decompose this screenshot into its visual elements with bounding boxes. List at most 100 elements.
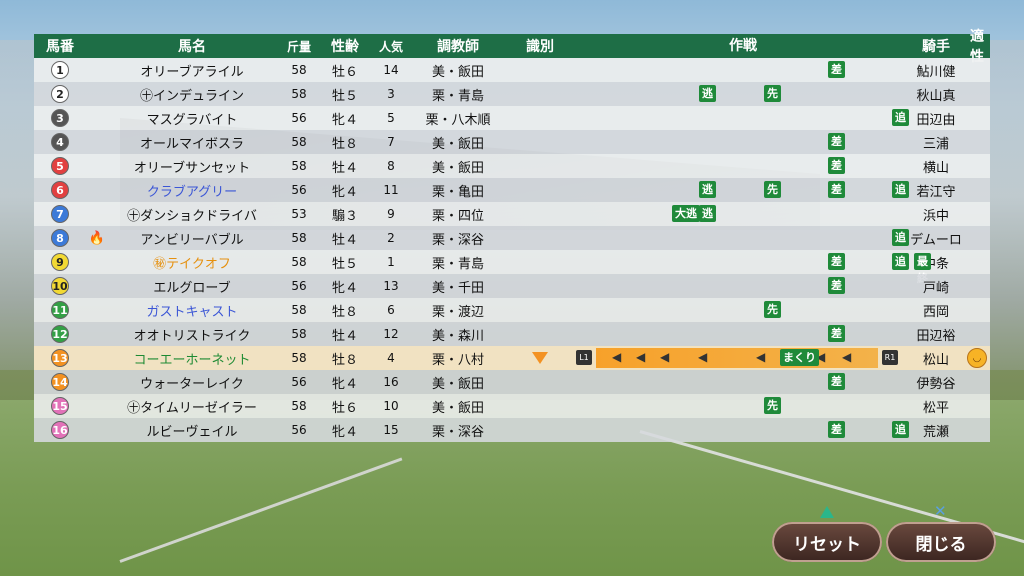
horse-name[interactable]: オリーブサンセット [133, 160, 251, 176]
horse-number-badge: 5 [51, 157, 69, 175]
identity-cell[interactable] [502, 352, 578, 364]
horse-number-badge: 1 [51, 61, 69, 79]
tactic-tag: 追 [892, 253, 909, 270]
tactics-cell[interactable]: 差 [578, 130, 908, 154]
horse-name[interactable]: オールマイボスラ [139, 136, 244, 152]
tactic-tag: 先 [764, 397, 781, 414]
jockey-value: 伊勢谷 [916, 376, 956, 392]
cross-button-icon: ✕ [934, 502, 947, 520]
weight-value: 53 [291, 207, 307, 221]
horse-number-badge: 13 [51, 349, 69, 367]
horse-name[interactable]: アンビリーバブル [140, 232, 244, 248]
table-row[interactable]: 13 コーエーホーネット 58 牡８ 4 栗・八村 L1 ◀ ◀ ◀ ◀ ◀ ◀ ◀ まくり R1 松山 ◡ [34, 346, 990, 370]
tactics-cell[interactable]: 逃先 [578, 82, 908, 106]
table-row[interactable]: 1 オリーブアライル 58 牡６ 14 美・飯田 差 鮎川健 [34, 58, 990, 82]
tactic-tag: 差 [828, 181, 845, 198]
sex-age-value: 牡４ [331, 160, 358, 176]
horse-entry-table: 馬番 馬名 斤量 性齢 人気 調教師 識別 作戦 騎手 適性 1 オリーブアライル… [34, 29, 990, 442]
header-jockey: 騎手 [922, 39, 950, 55]
header-name: 馬名 [178, 39, 206, 55]
tactics-cell[interactable]: 差 [578, 58, 908, 82]
tactics-cell[interactable]: 差 [578, 322, 908, 346]
table-row[interactable]: 16 ルビーヴェイル 56 牝４ 15 栗・深谷差追荒瀬 [34, 418, 990, 442]
popularity-value: 1 [387, 255, 395, 269]
tactics-cell[interactable]: 大逃逃 [578, 202, 908, 226]
arrow-left-icon: ◀ [816, 350, 826, 364]
header-num: 馬番 [46, 39, 74, 55]
table-row[interactable]: 2 ㊉インデュライン 58 牡５ 3 栗・青島逃先秋山真 [34, 82, 990, 106]
weight-value: 56 [291, 279, 307, 293]
horse-name[interactable]: クラブアグリー [146, 184, 238, 200]
tactics-cell[interactable]: L1 ◀ ◀ ◀ ◀ ◀ ◀ ◀ まくり R1 [576, 346, 908, 370]
table-row[interactable]: 10 エルグローブ 56 牝４ 13 美・千田 差 戸崎 [34, 274, 990, 298]
weight-value: 58 [291, 351, 307, 365]
horse-name[interactable]: ㊉インデュライン [139, 88, 244, 104]
table-row[interactable]: 7 ㊉ダンショクドライバ 53 騸３ 9 栗・四位 大逃逃浜中 [34, 202, 990, 226]
trainer-value: 栗・深谷 [431, 232, 484, 248]
horse-name[interactable]: オオトリストライク [133, 328, 251, 344]
weight-value: 58 [291, 159, 307, 173]
smile-face-icon: ◡ [967, 348, 987, 368]
tactic-tag: 逃 [699, 181, 716, 198]
horse-name[interactable]: ガストキャスト [146, 304, 238, 320]
horse-number-badge: 3 [51, 109, 69, 127]
horse-name[interactable]: コーエーホーネット [133, 352, 251, 368]
table-row[interactable]: 6 クラブアグリー 56 牝４ 11 栗・亀田 逃 先 差 追若江守 [34, 178, 990, 202]
tactic-tag: 追 [892, 229, 909, 246]
horse-name[interactable]: エルグローブ [153, 280, 231, 296]
reset-button[interactable]: リセット [772, 522, 882, 562]
table-row[interactable]: 11 ガストキャスト 58 牡８ 6 栗・渡辺 先 西岡 [34, 298, 990, 322]
tactic-tag: 追 [892, 109, 909, 126]
weight-value: 58 [291, 63, 307, 77]
sex-age-value: 牡４ [331, 328, 358, 344]
tactics-cell[interactable]: 差 追最終 [578, 250, 931, 285]
jockey-value: 松山 [922, 352, 949, 368]
table-row[interactable]: 14 ウォーターレイク 56 牝４ 16 美・飯田 差 伊勢谷 [34, 370, 990, 394]
table-row[interactable]: 12 オオトリストライク 58 牡４ 12 美・森川 差 田辺裕 [34, 322, 990, 346]
tactic-tag: 差 [828, 133, 845, 150]
table-row[interactable]: 5 オリーブサンセット 58 牡４ 8 美・飯田 差 横山 [34, 154, 990, 178]
horse-name[interactable]: マスグラバイト [146, 112, 238, 128]
trainer-value: 栗・八村 [431, 352, 484, 368]
r1-button-icon: R1 [882, 350, 898, 365]
tactics-cell[interactable]: 先 [578, 298, 908, 322]
jockey-value: 戸崎 [922, 280, 949, 296]
header-weight: 斤量 [286, 39, 311, 54]
tactics-cell[interactable]: 追 [578, 106, 909, 130]
table-row[interactable]: 3 マスグラバイト 56 牝４ 5 栗・八木順 追田辺由 [34, 106, 990, 130]
horse-number-badge: 10 [51, 277, 69, 295]
jockey-value: 田辺裕 [916, 328, 956, 344]
tactics-cell[interactable]: 逃先差追 [578, 178, 909, 202]
horse-name[interactable]: ㊙テイクオフ [153, 256, 231, 272]
trainer-value: 栗・青島 [431, 88, 484, 104]
horse-name[interactable]: ㊉ダンショクドライバ [127, 208, 257, 224]
tactics-cell[interactable]: 差 [578, 274, 908, 298]
horse-name[interactable]: ㊉タイムリーゼイラー [127, 400, 257, 416]
trainer-value: 美・飯田 [431, 376, 484, 392]
tactic-tag: まくり [780, 349, 819, 366]
table-row[interactable]: 15 ㊉タイムリーゼイラー 58 牡６ 10 美・飯田 先 松平 [34, 394, 990, 418]
tactic-tag: 追 [892, 181, 909, 198]
jockey-value: 浜中 [922, 208, 949, 224]
tactics-cell[interactable]: 追 [578, 226, 909, 250]
horse-name[interactable]: ルビーヴェイル [146, 424, 238, 440]
tactics-cell[interactable]: 差 [578, 370, 908, 394]
horse-number-badge: 14 [51, 373, 69, 391]
jockey-value: デムーロ [910, 232, 962, 248]
tactics-cell[interactable]: 先 [578, 394, 908, 418]
table-row[interactable]: 8 🔥 アンビリーバブル 58 牡４ 2 栗・深谷 追デムーロ [34, 226, 990, 250]
weight-value: 56 [291, 111, 307, 125]
tactics-cell[interactable]: 差追 [578, 418, 909, 442]
horse-name[interactable]: オリーブアライル [140, 64, 244, 80]
header-identity: 識別 [526, 39, 554, 55]
table-row[interactable]: 4 オールマイボスラ 58 牡８ 7 美・飯田 差 三浦 [34, 130, 990, 154]
tactic-tag: 先 [764, 181, 781, 198]
close-button[interactable]: 閉じる [886, 522, 996, 562]
sex-age-value: 牡８ [331, 352, 358, 368]
popularity-value: 13 [383, 279, 399, 293]
sex-age-value: 牡８ [331, 136, 358, 152]
horse-name[interactable]: ウォーターレイク [140, 376, 244, 392]
tactics-cell[interactable]: 差 [578, 154, 908, 178]
tactic-tag: 差 [828, 253, 845, 270]
